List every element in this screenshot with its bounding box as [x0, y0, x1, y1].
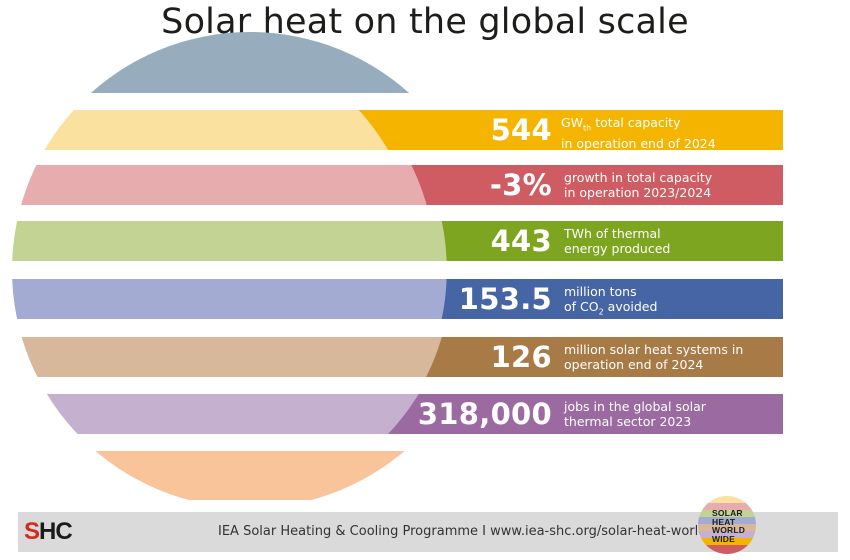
footer-text: IEA Solar Heating & Cooling Programme I … [218, 524, 738, 539]
disc-bottom-cap [12, 451, 488, 500]
solar-heat-worldwide-label: SOLAR HEAT WORLD WIDE [712, 508, 746, 544]
disc-top-cap [12, 32, 488, 93]
disc-stripe-2 [12, 221, 488, 261]
stat-row-total-capacity: 544 GWth total capacity in operation end… [0, 110, 850, 151]
shc-logo: SHC [24, 518, 73, 545]
disc-stripe-1 [12, 165, 488, 205]
stat-description: growth in total capacity in operation 20… [564, 170, 713, 200]
stat-value: 126 [490, 340, 552, 374]
stat-row-growth: -3% growth in total capacity in operatio… [0, 165, 850, 205]
stat-bar-5 [388, 394, 783, 434]
stat-row-energy-produced: 443 TWh of thermal energy produced [0, 221, 850, 261]
stat-row-jobs: 318,000 jobs in the global solar thermal… [0, 394, 850, 434]
stat-value: 443 [490, 224, 552, 258]
disc-stripe-4 [12, 337, 488, 377]
disc-stripe-3 [12, 279, 488, 319]
stat-bar-4 [426, 337, 783, 377]
solar-disc-graphic [12, 32, 783, 500]
stat-bar-1 [411, 165, 783, 205]
stat-description: million solar heat systems in operation … [564, 342, 744, 372]
stat-bar-2 [441, 221, 783, 261]
stat-value: 153.5 [458, 282, 552, 316]
stat-description: million tons of CO2 avoided [564, 284, 658, 317]
stat-value: -3% [489, 168, 552, 202]
stat-bar-0 [358, 110, 783, 150]
stat-description: GWth total capacity in operation end of … [561, 115, 716, 151]
stat-row-co2-avoided: 153.5 million tons of CO2 avoided [0, 279, 850, 319]
stat-bar-3 [441, 279, 783, 319]
stat-description: TWh of thermal energy produced [564, 226, 671, 256]
stat-value: 318,000 [417, 397, 552, 431]
stat-value: 544 [490, 113, 552, 147]
stat-description: jobs in the global solar thermal sector … [564, 399, 706, 429]
stat-row-systems-in-operation: 126 million solar heat systems in operat… [0, 337, 850, 377]
solar-heat-worldwide-badge-icon [698, 496, 756, 554]
